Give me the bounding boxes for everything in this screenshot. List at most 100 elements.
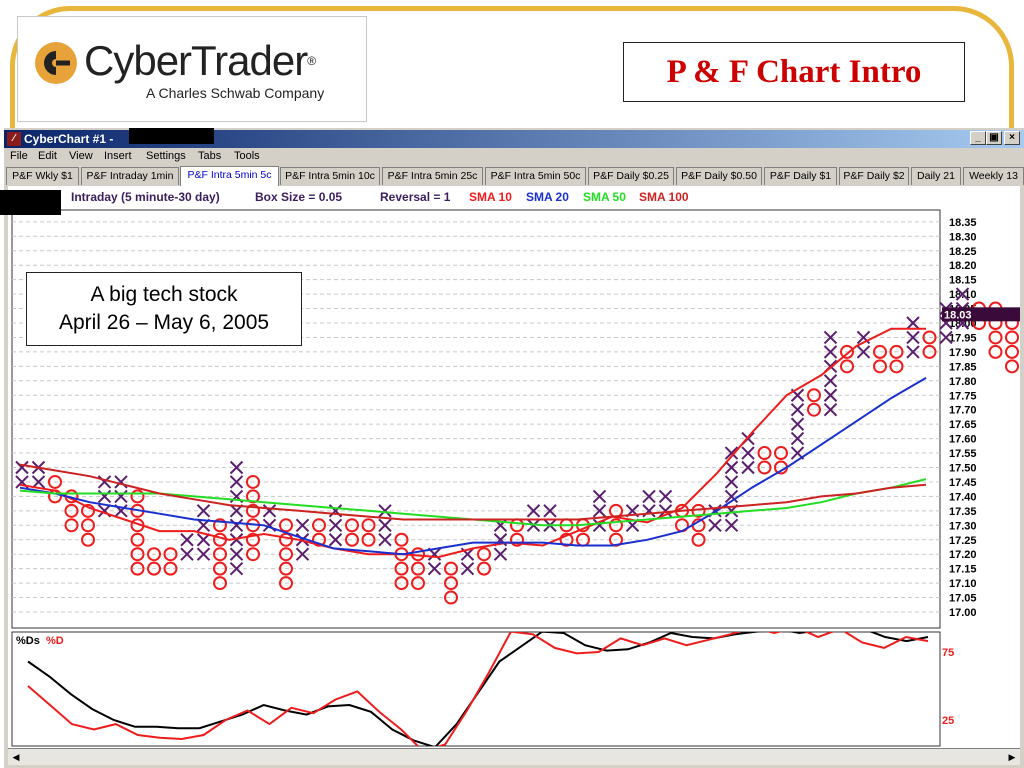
sma100-legend: SMA 100 [639, 190, 689, 204]
o-mark [246, 489, 260, 504]
y-tick-label: 17.90 [949, 347, 977, 359]
x-mark [906, 316, 920, 330]
menu-edit[interactable]: Edit [38, 150, 57, 162]
x-mark [196, 504, 211, 518]
x-mark [229, 547, 244, 561]
reversal-label: Reversal = 1 [380, 190, 451, 204]
y-tick-label: 17.80 [949, 376, 977, 388]
tab-pf-daily-1[interactable]: P&F Daily $1 [764, 167, 837, 185]
tab-pf-intra-5min-10c[interactable]: P&F Intra 5min 10c [280, 167, 380, 185]
o-mark [444, 561, 458, 576]
y-tick-label: 17.55 [949, 448, 977, 460]
y-tick-label: 17.70 [949, 405, 977, 417]
o-mark [988, 330, 1003, 345]
stoch-legend-ds: %Ds [16, 635, 40, 647]
o-mark [873, 344, 887, 359]
x-mark [97, 489, 112, 504]
o-mark [774, 446, 788, 461]
x-mark [229, 533, 244, 547]
o-mark [840, 344, 854, 359]
tab-pf-intra-5min-5c[interactable]: P&F Intra 5min 5c [180, 166, 279, 186]
y-tick-label: 18.30 [949, 231, 977, 243]
menu-tools[interactable]: Tools [234, 150, 260, 162]
menu-file[interactable]: File [10, 150, 28, 162]
x-mark [592, 489, 607, 504]
tab-pf-intra-5min-25c[interactable]: P&F Intra 5min 25c [382, 167, 483, 185]
o-mark [1005, 330, 1019, 345]
y-tick-label: 17.40 [949, 491, 977, 503]
sma100-line [19, 463, 927, 521]
tab-pf-wkly-1[interactable]: P&F Wkly $1 [6, 167, 79, 185]
y-tick-label: 18.15 [949, 275, 977, 287]
o-mark [147, 547, 161, 562]
logo-tagline: A Charles Schwab Company [146, 85, 325, 101]
annotation-line1: A big tech stock [90, 283, 238, 306]
close-button[interactable]: × [1004, 131, 1020, 145]
y-tick-label: 17.95 [949, 332, 977, 344]
restore-button[interactable]: ▣ [986, 131, 1002, 145]
tab-pf-daily-050[interactable]: P&F Daily $0.50 [676, 167, 762, 185]
sma10-line [19, 327, 926, 559]
minimize-button[interactable]: _ [970, 131, 986, 145]
menu-tabs[interactable]: Tabs [198, 150, 222, 162]
o-mark [279, 518, 293, 533]
x-mark [955, 287, 970, 301]
tab-pf-intraday-1min[interactable]: P&F Intraday 1min [81, 167, 179, 185]
y-tick-label: 17.00 [949, 607, 977, 619]
o-mark [130, 532, 145, 547]
x-mark [708, 518, 722, 533]
tab-pf-daily-2[interactable]: P&F Daily $2 [839, 167, 909, 185]
horizontal-scrollbar[interactable]: ◀ ▶ [8, 748, 1020, 765]
menu-insert[interactable]: Insert [104, 150, 132, 162]
o-mark [246, 547, 260, 562]
window-titlebar[interactable]: ⁄ CyberChart #1 - _ ▣ × [4, 130, 1024, 148]
x-mark [823, 374, 838, 388]
o-mark [609, 518, 623, 533]
menu-view[interactable]: View [69, 150, 93, 162]
x-mark [856, 345, 871, 359]
x-mark [543, 504, 557, 518]
o-mark [411, 561, 425, 576]
scroll-left-icon[interactable]: ◀ [12, 752, 20, 762]
sma20-legend: SMA 20 [526, 190, 569, 204]
o-mark [279, 576, 293, 591]
x-mark [741, 446, 755, 460]
x-mark [741, 460, 755, 475]
x-mark [180, 547, 194, 561]
redaction-block [129, 128, 214, 144]
x-mark [378, 518, 392, 533]
tab-pf-daily-025[interactable]: P&F Daily $0.25 [588, 167, 674, 185]
y-tick-label: 17.25 [949, 535, 977, 547]
o-mark [1005, 344, 1019, 359]
tab-pf-intra-5min-50c[interactable]: P&F Intra 5min 50c [485, 167, 586, 185]
x-mark [658, 489, 673, 504]
menu-settings[interactable]: Settings [146, 150, 186, 162]
o-mark [477, 547, 491, 562]
stoch-tick-label: 25 [942, 715, 954, 727]
o-mark [361, 532, 376, 547]
o-mark [163, 547, 178, 562]
o-mark [246, 532, 260, 547]
o-mark [163, 561, 178, 576]
o-mark [873, 359, 887, 374]
y-tick-label: 18.35 [949, 217, 977, 229]
o-mark [691, 532, 706, 547]
y-tick-label: 17.10 [949, 578, 977, 590]
chart-panel[interactable]: Intraday (5 minute-30 day) Box Size = 0.… [8, 186, 1020, 750]
cybertrader-logo: CyberTrader® A Charles Schwab Company [17, 16, 367, 122]
x-mark [180, 533, 194, 547]
sma50-legend: SMA 50 [583, 190, 626, 204]
tab-weekly-13[interactable]: Weekly 13 [963, 167, 1024, 185]
tab-daily-21[interactable]: Daily 21 [911, 167, 961, 185]
x-mark [906, 345, 920, 359]
stoch-tick-label: 75 [942, 647, 954, 659]
chart-description: Intraday (5 minute-30 day) [71, 190, 220, 204]
annotation-box: A big tech stock April 26 – May 6, 2005 [26, 272, 302, 346]
x-mark [328, 533, 343, 547]
x-mark [196, 533, 211, 547]
x-mark [642, 489, 656, 504]
redaction-block-symbol [0, 190, 61, 215]
x-mark [229, 475, 244, 489]
x-mark [295, 518, 310, 533]
scroll-right-icon[interactable]: ▶ [1008, 752, 1016, 762]
